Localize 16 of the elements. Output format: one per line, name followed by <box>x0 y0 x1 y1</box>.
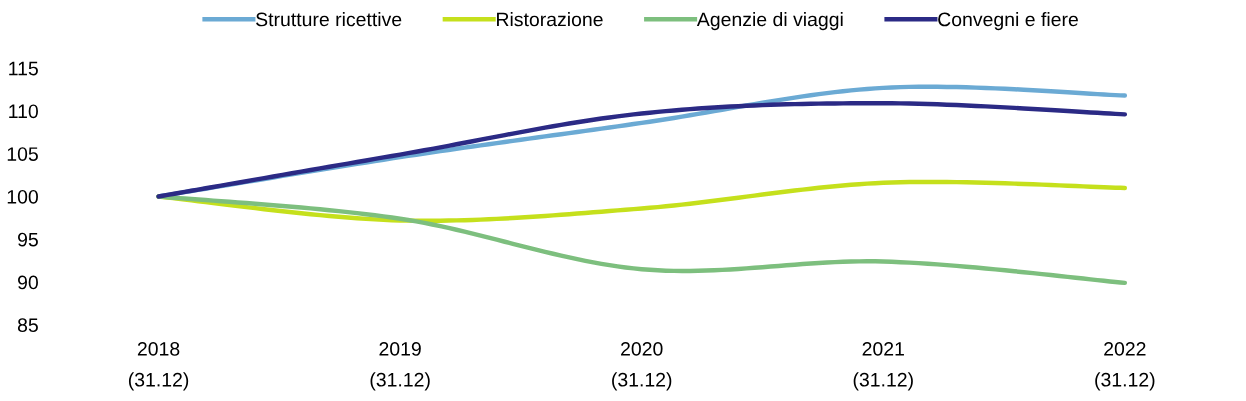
legend-label: Ristorazione <box>497 12 603 27</box>
x-tick-label: 2019 (31.12) <box>370 341 430 391</box>
y-tick-label: 85 <box>17 318 38 333</box>
x-tick-label: 2020 (31.12) <box>612 341 672 391</box>
y-tick-label: 95 <box>18 232 38 247</box>
y-tick-label: 90 <box>18 275 38 290</box>
legend-label: Convegni e fiere <box>938 12 1078 31</box>
y-tick-label: 105 <box>7 147 38 161</box>
legend-label: Agenzie di viaggi <box>696 12 843 31</box>
x-tick-label: 2018 (31.12) <box>128 341 189 391</box>
x-tick-label: 2022 (31.12) <box>1095 341 1155 391</box>
y-tick-label: 115 <box>9 61 38 76</box>
x-tick-label: 2021 (31.12) <box>853 341 913 391</box>
y-tick-label: 110 <box>9 104 38 119</box>
y-tick-label: 100 <box>7 189 38 204</box>
legend-label: Strutture ricettive <box>256 12 402 27</box>
